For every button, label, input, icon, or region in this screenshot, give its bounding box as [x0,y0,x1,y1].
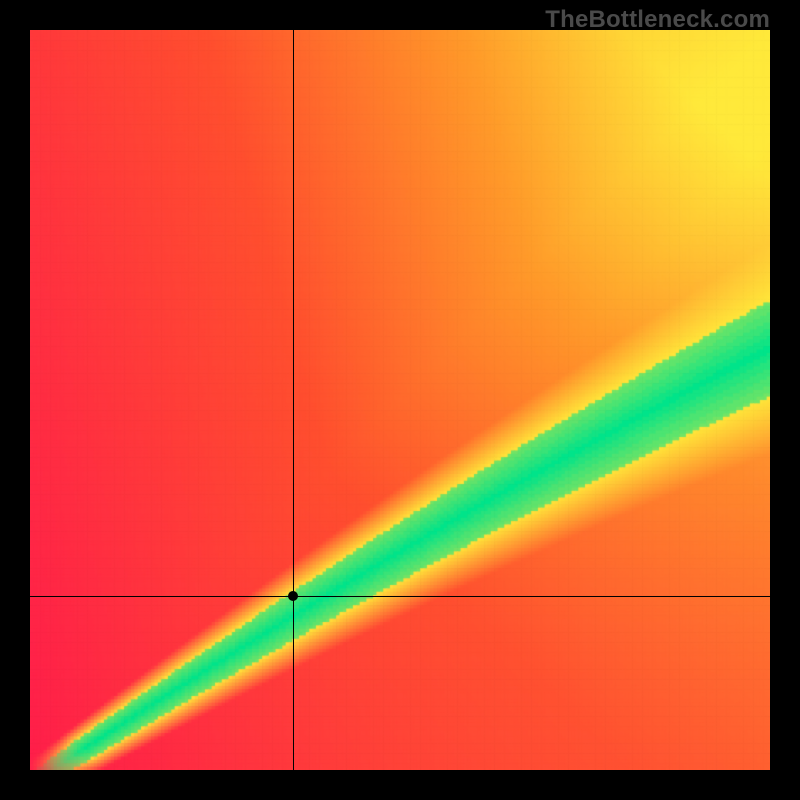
crosshair-vertical [293,30,294,770]
plot-area [30,30,770,770]
heatmap-canvas [30,30,770,770]
crosshair-horizontal [30,596,770,597]
selection-marker[interactable] [288,591,298,601]
outer-frame: TheBottleneck.com [0,0,800,800]
